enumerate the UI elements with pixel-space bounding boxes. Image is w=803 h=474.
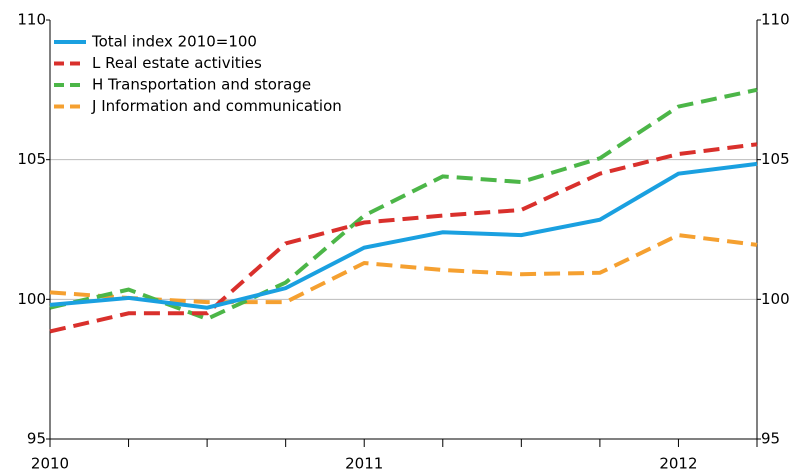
series-line <box>49 161 758 310</box>
legend-label: Total index 2010=100 <box>91 33 257 51</box>
x-tick-label: 2012 <box>659 455 697 473</box>
y-tick-label: 95 <box>27 430 46 448</box>
y2-tick-label: 95 <box>761 430 780 448</box>
y2-tick-label: 110 <box>761 11 790 29</box>
series-line <box>49 142 758 334</box>
legend-label: H Transportation and storage <box>92 76 311 94</box>
legend-label: L Real estate activities <box>92 54 262 72</box>
x-tick-label: 2010 <box>31 455 69 473</box>
legend-label: J Information and communication <box>91 97 342 115</box>
y-tick-label: 110 <box>17 11 46 29</box>
x-tick-label: 2011 <box>345 455 383 473</box>
y-tick-label: 105 <box>17 150 46 168</box>
y-tick-label: 100 <box>17 290 46 308</box>
series-line <box>49 233 758 305</box>
y2-tick-label: 105 <box>761 150 790 168</box>
y2-tick-label: 100 <box>761 290 790 308</box>
series-line <box>49 87 758 322</box>
